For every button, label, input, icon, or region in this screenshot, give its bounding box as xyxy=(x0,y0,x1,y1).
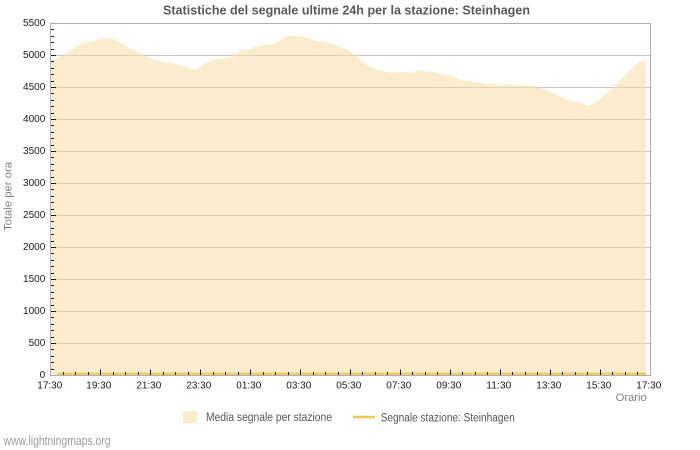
svg-text:4500: 4500 xyxy=(23,82,46,93)
svg-text:07:30: 07:30 xyxy=(386,380,411,391)
svg-text:05:30: 05:30 xyxy=(336,380,361,391)
svg-text:3000: 3000 xyxy=(23,178,46,189)
svg-text:2000: 2000 xyxy=(23,242,46,253)
svg-text:500: 500 xyxy=(29,338,46,349)
svg-text:3500: 3500 xyxy=(23,146,46,157)
svg-text:1000: 1000 xyxy=(23,306,46,317)
svg-text:www.lightningmaps.org: www.lightningmaps.org xyxy=(3,433,111,448)
svg-text:23:30: 23:30 xyxy=(186,380,211,391)
svg-text:4000: 4000 xyxy=(23,114,46,125)
svg-text:21:30: 21:30 xyxy=(136,380,161,391)
svg-text:13:30: 13:30 xyxy=(536,380,561,391)
svg-text:01:30: 01:30 xyxy=(236,380,261,391)
svg-text:0: 0 xyxy=(40,370,46,381)
svg-text:Totale per ora: Totale per ora xyxy=(3,161,15,231)
svg-text:5000: 5000 xyxy=(23,50,46,61)
svg-text:17:30: 17:30 xyxy=(636,380,661,391)
svg-text:Statistiche del segnale ultime: Statistiche del segnale ultime 24h per l… xyxy=(163,2,530,17)
svg-text:17:30: 17:30 xyxy=(37,380,62,391)
svg-text:Orario: Orario xyxy=(616,392,647,404)
svg-text:5500: 5500 xyxy=(23,18,46,29)
svg-text:Media segnale per stazione: Media segnale per stazione xyxy=(206,412,332,424)
svg-text:15:30: 15:30 xyxy=(586,380,611,391)
svg-text:09:30: 09:30 xyxy=(436,380,461,391)
svg-text:03:30: 03:30 xyxy=(286,380,311,391)
svg-text:11:30: 11:30 xyxy=(486,380,511,391)
svg-text:Segnale stazione: Steinhagen: Segnale stazione: Steinhagen xyxy=(381,413,515,425)
svg-text:2500: 2500 xyxy=(23,210,46,221)
svg-text:1500: 1500 xyxy=(23,274,46,285)
svg-text:19:30: 19:30 xyxy=(86,380,111,391)
